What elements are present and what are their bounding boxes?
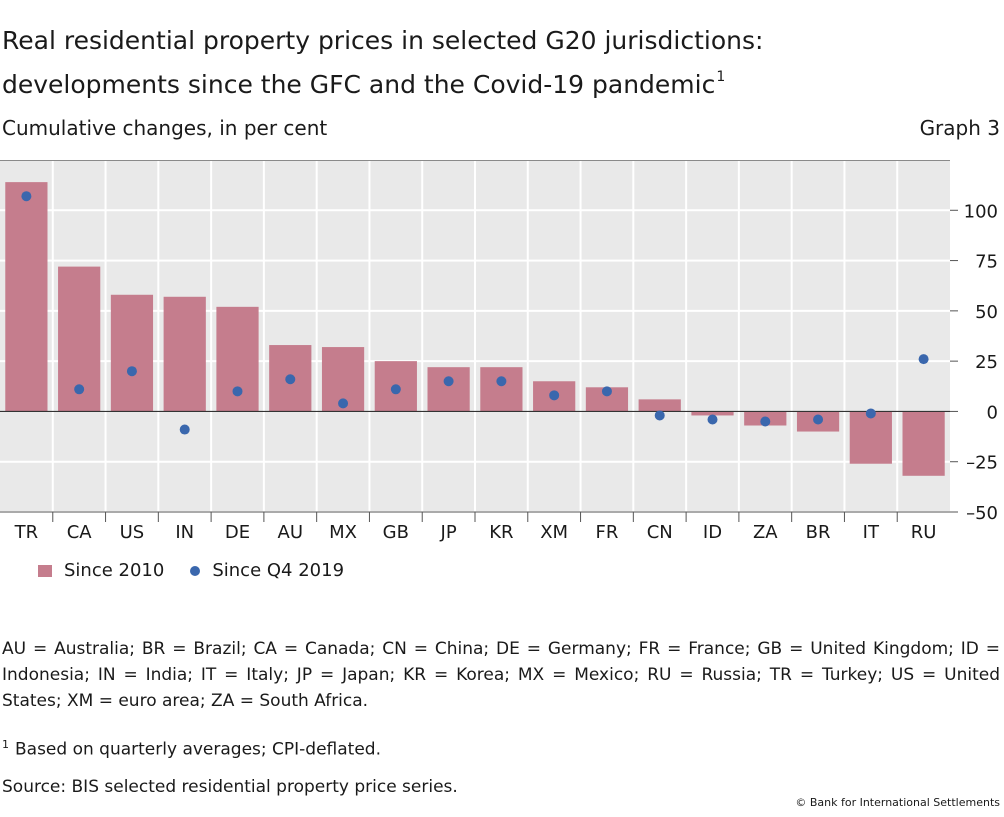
x-tick-label-mx: MX xyxy=(329,522,357,543)
dot-ru xyxy=(918,354,929,365)
dot-us xyxy=(126,366,137,377)
y-tick-label: 25 xyxy=(975,352,998,373)
graph-number: Graph 3 xyxy=(919,116,1000,140)
legend-dot-since-q4-2019 xyxy=(190,565,201,576)
title-line-2: developments since the GFC and the Covid… xyxy=(2,70,716,99)
bar-jp xyxy=(427,367,470,412)
legend: Since 2010 Since Q4 2019 xyxy=(38,560,344,581)
dot-za xyxy=(760,416,771,427)
dot-xm xyxy=(549,390,560,401)
abbreviations-note: AU = Australia; BR = Brazil; CA = Canada… xyxy=(2,639,1000,711)
x-tick-label-cn: CN xyxy=(647,522,673,543)
x-tick-label-ca: CA xyxy=(67,522,93,543)
bar-tr xyxy=(5,182,48,412)
x-tick-label-de: DE xyxy=(225,522,250,543)
source-note: Source: BIS selected residential propert… xyxy=(2,777,458,797)
bar-us xyxy=(110,294,154,412)
dot-tr xyxy=(21,191,32,202)
x-tick-label-br: BR xyxy=(806,522,831,543)
footnote-marker: 1 xyxy=(2,738,9,751)
y-tick-label: 75 xyxy=(975,252,998,273)
x-tick-label-xm: XM xyxy=(540,522,568,543)
x-tick-label-gb: GB xyxy=(383,522,409,543)
bar-it xyxy=(849,411,892,464)
y-tick-label: –25 xyxy=(966,453,998,474)
dot-mx xyxy=(338,398,349,409)
dot-de xyxy=(232,386,243,397)
bar-ru xyxy=(902,411,945,476)
dot-it xyxy=(865,408,876,419)
dot-au xyxy=(285,374,296,385)
x-tick-label-za: ZA xyxy=(753,522,778,543)
dot-cn xyxy=(654,410,665,421)
x-tick-label-it: IT xyxy=(863,522,880,543)
x-tick-label-fr: FR xyxy=(596,522,619,543)
x-tick-label-jp: JP xyxy=(440,522,457,543)
bar-cn xyxy=(638,399,681,412)
title-line-1: Real residential property prices in sele… xyxy=(2,26,764,55)
bar-id xyxy=(691,411,734,416)
bar-in xyxy=(163,296,206,412)
dot-id xyxy=(707,414,718,425)
dot-br xyxy=(813,414,824,425)
bar-chart: 100 75 50 25 0 –25 –50 TR CA US IN DE AU MX GB JP KR XM FR… xyxy=(0,160,998,543)
dot-ca xyxy=(74,384,85,395)
chart-title: Real residential property prices in sele… xyxy=(2,22,763,103)
title-footnote-ref: 1 xyxy=(716,69,726,85)
bar-kr xyxy=(480,367,523,412)
y-tick-label: 0 xyxy=(987,402,998,423)
dot-in xyxy=(179,424,190,435)
copyright: © Bank for International Settlements xyxy=(795,796,1000,809)
dot-jp xyxy=(443,376,454,387)
x-tick-label-ru: RU xyxy=(911,522,937,543)
dot-fr xyxy=(601,386,612,397)
footnote-text: Based on quarterly averages; CPI-deflate… xyxy=(15,739,381,760)
y-tick-label: 50 xyxy=(975,302,998,323)
x-tick-label-tr: TR xyxy=(14,522,39,543)
chart-subtitle: Cumulative changes, in per cent xyxy=(2,116,328,140)
legend-swatch-since-2010 xyxy=(38,564,52,577)
x-tick-label-in: IN xyxy=(175,522,194,543)
x-tick-label-id: ID xyxy=(703,522,722,543)
legend-label-since-2010: Since 2010 xyxy=(64,560,165,581)
dot-gb xyxy=(390,384,401,395)
footnote: 1 Based on quarterly averages; CPI-deflat… xyxy=(2,732,1000,763)
x-tick-label-kr: KR xyxy=(489,522,513,543)
legend-label-since-q4-2019: Since Q4 2019 xyxy=(212,560,345,581)
x-tick-label-au: AU xyxy=(278,522,304,543)
y-tick-label: –50 xyxy=(966,503,998,524)
y-tick-label: 100 xyxy=(964,201,998,222)
dot-kr xyxy=(496,376,507,387)
x-tick-label-us: US xyxy=(120,522,145,543)
